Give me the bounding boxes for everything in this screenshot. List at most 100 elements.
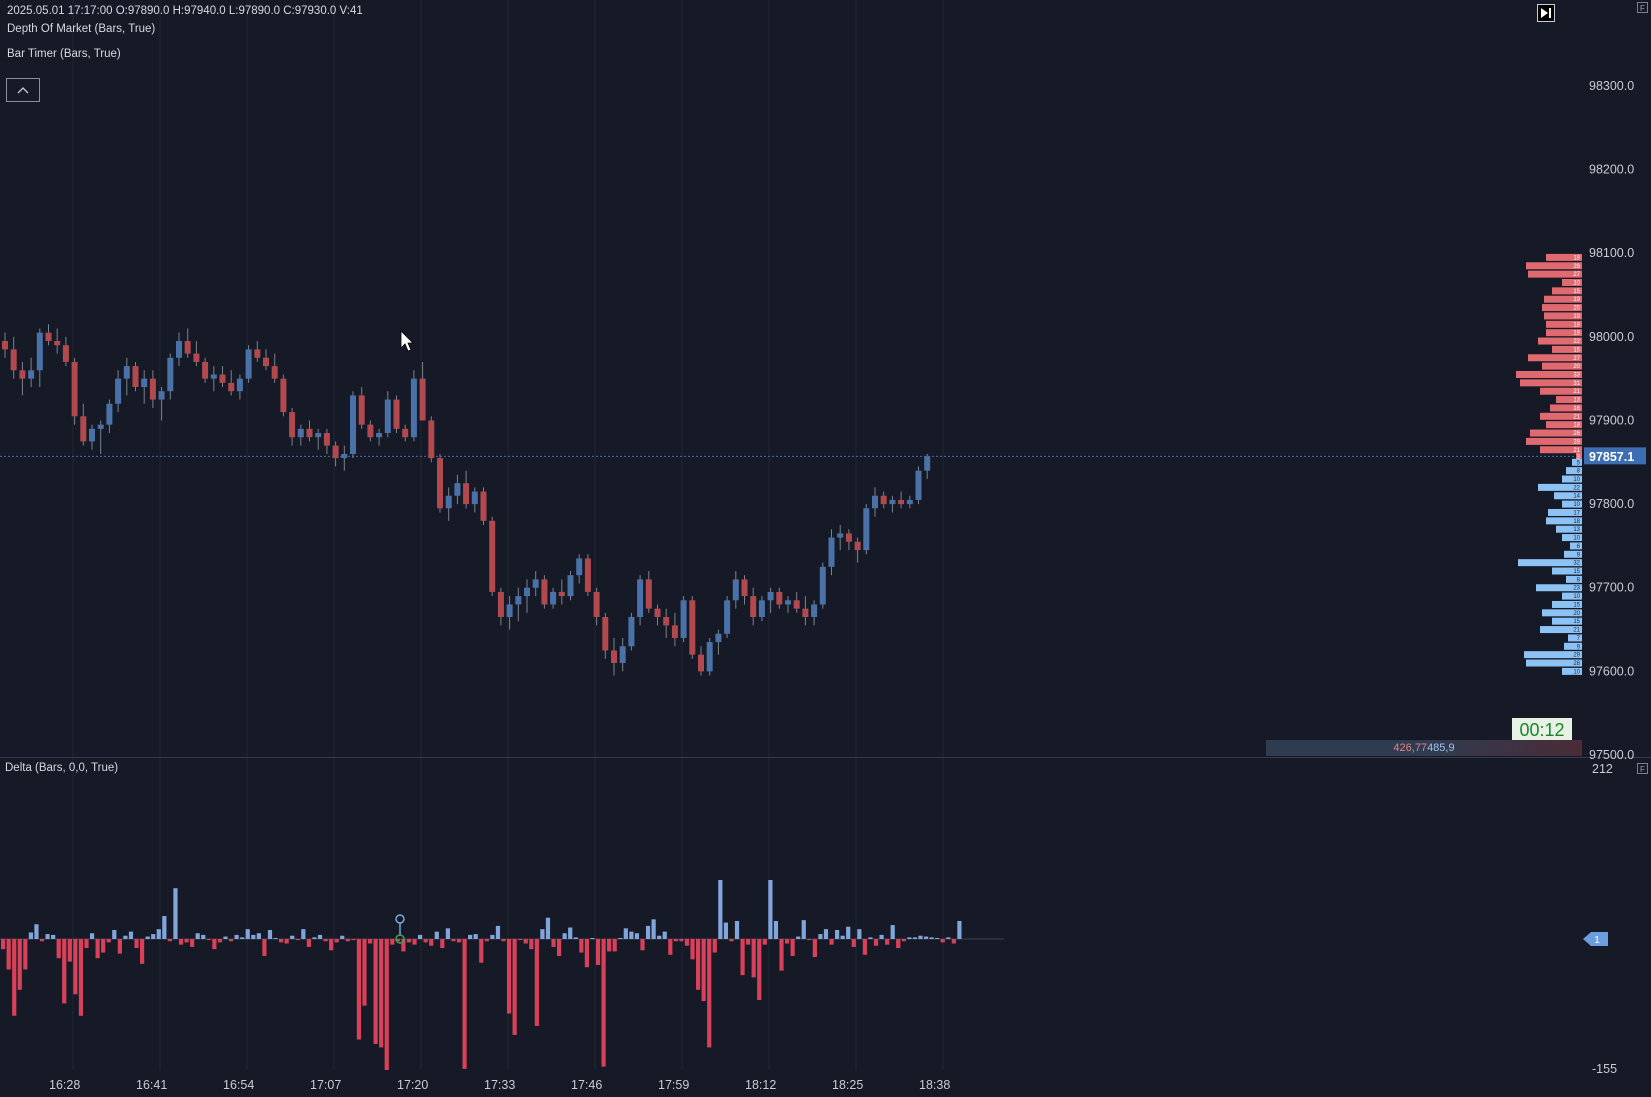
candle-body[interactable] (2, 341, 8, 350)
candle-body[interactable] (611, 650, 617, 664)
candle-body[interactable] (132, 366, 139, 388)
candle-body[interactable] (228, 382, 235, 392)
candle-body[interactable] (497, 591, 504, 618)
candle-body[interactable] (732, 579, 739, 601)
candle-body[interactable] (828, 537, 835, 567)
candle-body[interactable] (837, 533, 844, 538)
candle-body[interactable] (671, 625, 678, 638)
candle-body[interactable] (524, 587, 530, 597)
candle-body[interactable] (71, 361, 78, 417)
candle-body[interactable] (898, 499, 905, 505)
candle-body[interactable] (419, 378, 426, 421)
candle-body[interactable] (315, 433, 322, 438)
candle-body[interactable] (210, 374, 217, 379)
candle-body[interactable] (489, 520, 496, 592)
candle-body[interactable] (584, 558, 591, 592)
candle-body[interactable] (36, 332, 43, 371)
candle-body[interactable] (176, 341, 182, 358)
candle-body[interactable] (654, 608, 661, 618)
candle-body[interactable] (819, 566, 826, 605)
candle-body[interactable] (289, 412, 296, 438)
candle-body[interactable] (593, 591, 600, 618)
candle-body[interactable] (872, 495, 878, 509)
candle-body[interactable] (28, 370, 35, 379)
candle-body[interactable] (811, 604, 818, 618)
candle-body[interactable] (350, 395, 356, 454)
candle-body[interactable] (280, 378, 287, 413)
candle-body[interactable] (19, 370, 26, 379)
candle-body[interactable] (463, 483, 470, 505)
candle-body[interactable] (410, 378, 417, 438)
candle-body[interactable] (567, 575, 574, 597)
candle-body[interactable] (689, 600, 696, 655)
candle-body[interactable] (645, 579, 652, 609)
candle-body[interactable] (10, 349, 17, 371)
candle-body[interactable] (62, 345, 69, 362)
candle-body[interactable] (306, 428, 313, 438)
candle-body[interactable] (141, 378, 148, 388)
delta-panel-title[interactable]: Delta (Bars, 0,0, True) (5, 762, 119, 774)
candle-body[interactable] (158, 391, 165, 400)
candle-body[interactable] (332, 445, 339, 459)
candle-body[interactable] (724, 600, 731, 634)
candle-body[interactable] (532, 579, 539, 588)
candle-body[interactable] (376, 433, 383, 438)
candle-body[interactable] (167, 357, 174, 392)
candle-body[interactable] (454, 483, 461, 496)
candle-body[interactable] (715, 633, 722, 643)
candle-body[interactable] (123, 366, 130, 379)
candle-body[interactable] (437, 458, 443, 509)
candle-body[interactable] (202, 361, 209, 379)
candle-body[interactable] (854, 541, 861, 551)
collapse-indicators-button[interactable] (6, 78, 40, 102)
candle-body[interactable] (619, 646, 626, 664)
candle-body[interactable] (341, 453, 348, 459)
candle-body[interactable] (445, 495, 452, 509)
candle-body[interactable] (236, 378, 243, 392)
candle-body[interactable] (45, 332, 52, 342)
indicator-label-bar-timer[interactable]: Bar Timer (Bars, True) (7, 48, 121, 60)
candle-body[interactable] (193, 353, 200, 362)
delta-scale-mode-button[interactable]: F (1637, 763, 1648, 774)
candle-body[interactable] (776, 591, 783, 605)
candle-body[interactable] (576, 558, 583, 576)
candle-body[interactable] (680, 600, 687, 638)
candle-body[interactable] (767, 591, 774, 601)
candle-body[interactable] (254, 349, 261, 358)
candle-body[interactable] (602, 617, 609, 651)
candle-body[interactable] (471, 491, 478, 505)
candle-body[interactable] (106, 403, 113, 425)
candle-body[interactable] (889, 499, 896, 505)
candle-body[interactable] (758, 600, 765, 618)
candle-body[interactable] (558, 591, 565, 597)
candle-body[interactable] (97, 424, 104, 429)
candle-body[interactable] (863, 508, 870, 551)
candle-body[interactable] (845, 533, 852, 542)
candle-body[interactable] (793, 600, 800, 609)
candle-body[interactable] (80, 416, 87, 442)
candle-body[interactable] (706, 642, 713, 672)
candle-body[interactable] (54, 341, 61, 346)
candle-body[interactable] (515, 596, 522, 605)
candle-body[interactable] (271, 366, 278, 379)
candle-body[interactable] (802, 608, 809, 618)
candle-body[interactable] (428, 420, 435, 459)
indicator-label-dom[interactable]: Depth Of Market (Bars, True) (7, 23, 156, 35)
candle-body[interactable] (924, 456, 931, 471)
candle-body[interactable] (506, 604, 513, 618)
candle-body[interactable] (323, 433, 330, 446)
candle-body[interactable] (750, 596, 757, 618)
candle-body[interactable] (149, 378, 156, 400)
candle-body[interactable] (550, 591, 557, 605)
candle-body[interactable] (367, 424, 374, 438)
candle-body[interactable] (219, 374, 226, 383)
price-scale-mode-button[interactable]: F (1637, 2, 1648, 13)
candle-body[interactable] (915, 470, 922, 500)
candle-body[interactable] (906, 499, 913, 505)
candle-body[interactable] (541, 579, 548, 605)
candle-body[interactable] (384, 399, 391, 434)
candle-body[interactable] (663, 617, 670, 626)
candle-body[interactable] (358, 395, 365, 425)
